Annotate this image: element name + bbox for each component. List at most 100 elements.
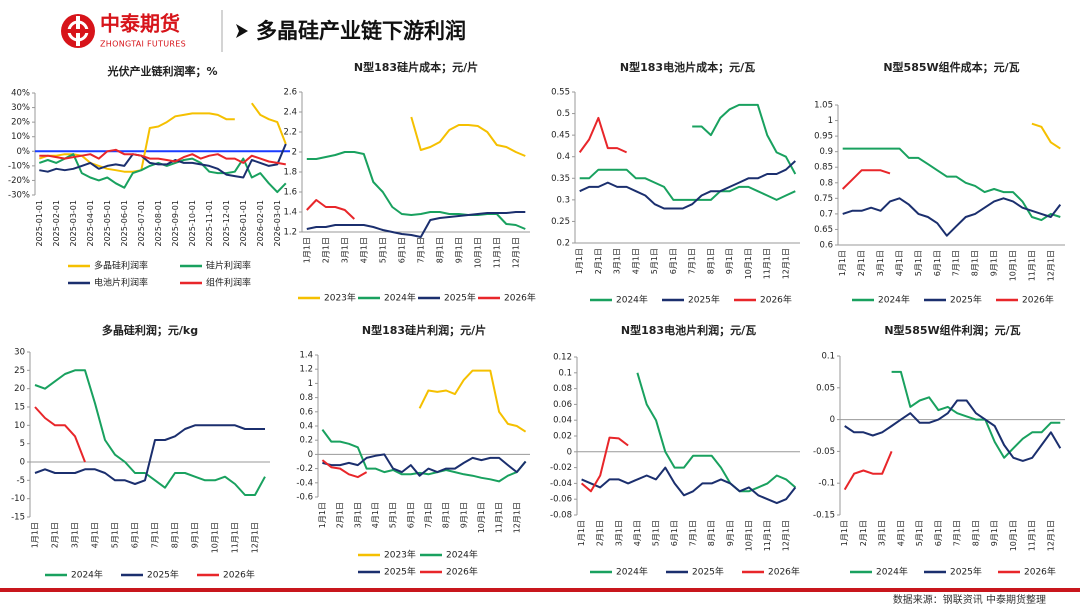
y-tick-label: 0.85 xyxy=(814,163,833,173)
x-tick-label: 2026-01-01 xyxy=(239,200,248,247)
y-tick-label: 1.4 xyxy=(299,351,313,361)
x-tick-label: 8月1日 xyxy=(706,248,715,274)
x-tick-label: 6月1日 xyxy=(933,250,942,276)
y-tick-label: 1.8 xyxy=(283,168,297,178)
x-tick-label: 7月1日 xyxy=(151,522,160,548)
x-tick-label: 10月1日 xyxy=(211,522,220,553)
series-line xyxy=(579,168,796,201)
series-line xyxy=(306,211,526,238)
legend-label: 2025年 xyxy=(688,294,720,306)
legend-label: 2024年 xyxy=(878,294,910,306)
x-tick-label: 4月1日 xyxy=(371,502,380,528)
legend-label: 2026年 xyxy=(1022,294,1054,306)
y-tick-label: 0.75 xyxy=(814,194,833,204)
chart-title: 多晶硅利润；元/kg xyxy=(102,323,198,337)
x-tick-label: 4月1日 xyxy=(633,520,642,546)
page-title: 多晶硅产业链下游利润 xyxy=(256,19,466,43)
x-tick-label: 1月1日 xyxy=(302,237,311,263)
series-line xyxy=(842,169,891,190)
y-tick-label: -15 xyxy=(11,513,25,523)
legend-label: 2026年 xyxy=(223,569,255,581)
y-tick-label: 0% xyxy=(17,147,31,157)
x-tick-label: 12月1日 xyxy=(511,237,520,268)
x-tick-label: 8月1日 xyxy=(971,250,980,276)
x-tick-label: 1月1日 xyxy=(577,520,586,546)
y-tick-label: 0.8 xyxy=(299,393,313,403)
x-tick-label: 5月1日 xyxy=(378,237,387,263)
x-tick-label: 11月1日 xyxy=(495,502,504,533)
y-tick-label: 0.3 xyxy=(556,195,570,205)
chart-title: 光伏产业链利润率；% xyxy=(106,64,217,78)
series-line xyxy=(578,116,628,154)
x-tick-label: 2月1日 xyxy=(321,237,330,263)
x-tick-label: 7月1日 xyxy=(952,250,961,276)
x-tick-label: 1月1日 xyxy=(31,522,40,548)
y-tick-label: 0.1 xyxy=(558,368,572,378)
x-tick-label: 5月1日 xyxy=(651,520,660,546)
legend-label: 2026年 xyxy=(504,292,536,304)
footer-bar xyxy=(0,588,1080,592)
y-tick-label: 0.7 xyxy=(819,209,833,219)
y-tick-label: -10 xyxy=(11,494,25,504)
x-tick-label: 2025-10-01 xyxy=(188,200,197,247)
y-tick-label: 0.5 xyxy=(556,109,570,119)
x-tick-label: 4月1日 xyxy=(896,520,905,546)
y-tick-label: -0.06 xyxy=(550,495,572,505)
x-tick-label: 3月1日 xyxy=(340,237,349,263)
legend-label: 2025年 xyxy=(950,294,982,306)
series-line xyxy=(579,160,796,210)
series-line xyxy=(321,429,527,483)
y-tick-label: 20 xyxy=(14,384,25,394)
x-tick-label: 11月1日 xyxy=(231,522,240,553)
y-tick-label: 1.4 xyxy=(283,208,297,218)
x-tick-label: 2025-05-01 xyxy=(103,200,112,247)
x-tick-label: 9月1日 xyxy=(990,250,999,276)
y-tick-label: 0.65 xyxy=(814,225,833,235)
x-tick-label: 11月1日 xyxy=(763,520,772,551)
x-tick-label: 2025-12-01 xyxy=(222,200,231,247)
series-line xyxy=(34,424,265,485)
x-tick-label: 2025-01-01 xyxy=(35,200,44,247)
logo-text: 中泰期货 xyxy=(100,12,180,36)
x-tick-label: 10月1日 xyxy=(1009,520,1018,551)
y-tick-label: 0.55 xyxy=(551,88,570,98)
series-line xyxy=(39,143,287,179)
y-tick-label: 1.2 xyxy=(299,365,313,375)
x-tick-label: 6月1日 xyxy=(934,520,943,546)
y-tick-label: 0.4 xyxy=(556,152,570,162)
x-tick-label: 7月1日 xyxy=(688,248,697,274)
x-tick-label: 11月1日 xyxy=(1027,250,1036,281)
series-line xyxy=(580,436,629,493)
x-tick-label: 2025-09-01 xyxy=(171,200,180,247)
legend-label: 2024年 xyxy=(616,566,648,578)
chart-title: N型183电池片成本；元/瓦 xyxy=(620,60,755,74)
series-line xyxy=(842,197,1062,237)
y-tick-label: -0.05 xyxy=(813,447,835,457)
series-line xyxy=(410,116,526,157)
y-tick-label: -0.02 xyxy=(550,463,572,473)
series-line xyxy=(306,151,526,230)
y-tick-label: 2 xyxy=(292,148,297,158)
x-tick-label: 8月1日 xyxy=(435,237,444,263)
x-tick-label: 3月1日 xyxy=(613,248,622,274)
x-tick-label: 6月1日 xyxy=(670,520,679,546)
x-tick-label: 2025-08-01 xyxy=(154,200,163,247)
y-tick-label: 0.6 xyxy=(299,407,313,417)
y-tick-label: -0.08 xyxy=(550,511,572,521)
y-tick-label: 1.6 xyxy=(283,188,297,198)
y-tick-label: -0.6 xyxy=(296,493,313,503)
x-tick-label: 3月1日 xyxy=(614,520,623,546)
y-tick-label: -0.15 xyxy=(813,511,835,521)
y-tick-label: -0.04 xyxy=(550,479,572,489)
x-tick-label: 1月1日 xyxy=(318,502,327,528)
x-tick-label: 5月1日 xyxy=(650,248,659,274)
legend-label: 2024年 xyxy=(616,294,648,306)
x-tick-label: 12月1日 xyxy=(782,520,791,551)
x-tick-label: 2月1日 xyxy=(857,250,866,276)
y-tick-label: 0 xyxy=(308,450,313,460)
y-tick-label: 0.08 xyxy=(553,384,572,394)
x-tick-label: 12月1日 xyxy=(1046,250,1055,281)
x-tick-label: 1月1日 xyxy=(840,520,849,546)
legend-label: 2025年 xyxy=(384,566,416,578)
